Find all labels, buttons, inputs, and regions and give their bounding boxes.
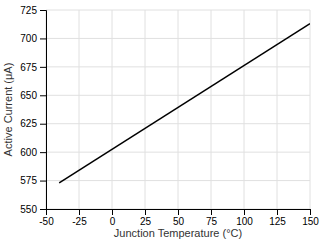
tick: 600 [20,147,46,158]
grid-line [46,10,310,11]
tick-label: 100 [236,216,253,227]
tick-label: 675 [20,62,37,73]
tick-mark [40,67,46,68]
tick: 150 [302,209,319,227]
x-axis: -50 -25 0 25 50 75 100 125 150 [39,209,319,227]
y-axis-title: Active Current (μA) [2,63,14,157]
tick-label: -50 [39,216,54,227]
tick: -25 [72,209,87,227]
tick-label: 600 [20,147,37,158]
tick-label: 625 [20,118,37,129]
tick-mark [112,209,113,215]
grid-line [244,10,245,209]
tick-mark [40,181,46,182]
tick: 725 [20,5,46,16]
tick-label: 725 [20,5,37,16]
grid-line [211,10,212,209]
tick-mark [40,124,46,125]
x-axis-title: Junction Temperature (°C) [114,227,242,239]
tick-mark [211,209,212,215]
tick: 100 [236,209,253,227]
tick-mark [277,209,278,215]
grid-line [145,10,146,209]
tick: 25 [140,209,152,227]
tick: 0 [110,209,116,227]
tick-label: 25 [140,216,152,227]
tick-mark [310,209,311,215]
grid-line [46,180,310,181]
tick-label: -25 [72,216,87,227]
grid-line [46,123,310,124]
grid-line [310,10,311,209]
tick: 125 [269,209,286,227]
tick-mark [40,38,46,39]
grid-line [79,10,80,209]
tick-mark [40,152,46,153]
grid-line [178,10,179,209]
line [59,24,310,183]
grid-line [112,10,113,209]
tick: 75 [206,209,218,227]
grid-line [46,38,310,39]
marks [59,24,310,183]
tick: 50 [173,209,185,227]
grid [46,10,310,209]
tick-mark [40,10,46,11]
tick: 700 [20,33,46,44]
tick-label: 0 [110,216,116,227]
axis-line [47,210,311,216]
tick-label: 125 [269,216,286,227]
tick-label: 75 [206,216,218,227]
y-axis: 550 575 600 625 650 675 700 725 [20,5,46,215]
plot-area: -50 -25 0 25 50 75 100 125 150 550 575 600 625 650 675… [20,5,319,227]
grid-line [46,66,310,67]
tick-label: 550 [20,204,37,215]
grid-line [46,95,310,96]
tick: 625 [20,118,46,129]
chart: -50 -25 0 25 50 75 100 125 150 550 575 600 625 650 675… [0,0,324,243]
tick: 550 [20,204,46,215]
tick-mark [244,209,245,215]
axis-line [40,11,47,210]
tick-label: 700 [20,33,37,44]
tick-label: 50 [173,216,185,227]
tick-label: 150 [302,216,319,227]
tick: 575 [20,175,46,186]
tick: 650 [20,90,46,101]
tick-mark [178,209,179,215]
tick: 675 [20,62,46,73]
tick-mark [40,209,46,210]
tick-mark [79,209,80,215]
tick-mark [145,209,146,215]
tick-mark [40,95,46,96]
grid-line [277,10,278,209]
tick-label: 575 [20,175,37,186]
grid-line [46,152,310,153]
tick: -50 [39,209,54,227]
tick-label: 650 [20,90,37,101]
